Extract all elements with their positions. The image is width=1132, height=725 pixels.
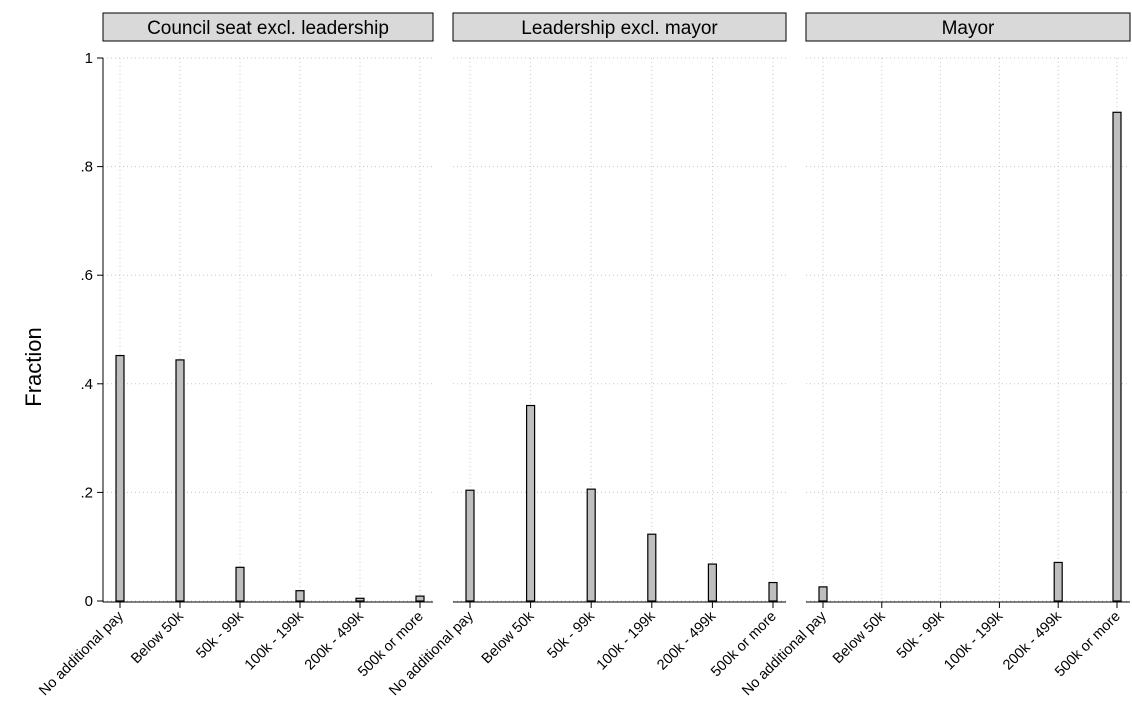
y-tick-label: .2 [80, 484, 93, 501]
bar [707, 563, 718, 602]
bar [465, 489, 475, 602]
bar [586, 488, 596, 602]
panel-title: Council seat excl. leadership [147, 18, 389, 39]
y-tick-label: .6 [80, 267, 93, 284]
bar [647, 533, 657, 602]
x-tick-label: Below 50k [128, 608, 187, 667]
bar [115, 354, 125, 602]
x-tick-label: Below 50k [830, 608, 889, 667]
panel-2: Leadership excl. mayor No additional pay B… [386, 12, 787, 699]
panel-header [452, 12, 787, 42]
x-tick-label: 50k - 99k [894, 608, 948, 662]
bar [295, 590, 305, 602]
x-tick-label: 50k - 99k [193, 608, 247, 662]
panel-title: Leadership excl. mayor [521, 18, 718, 39]
x-tick-label: Below 50k [479, 608, 538, 667]
y-axis-label: Fraction [21, 327, 46, 406]
bar [415, 595, 425, 602]
panel-header [805, 12, 1131, 42]
y-tick-label: 0 [85, 593, 93, 610]
x-tick-label: No additional pay [739, 608, 830, 699]
bar [525, 404, 536, 602]
bar [355, 597, 365, 602]
bar [1112, 111, 1122, 602]
y-tick-label: .8 [80, 159, 93, 176]
y-tick-label: .4 [80, 376, 93, 393]
panel-3: Mayor No additional pay Below 50k 50k - 99k… [739, 12, 1131, 699]
panel-title: Mayor [942, 18, 995, 39]
x-tick-label: 100k - 199k [594, 608, 659, 673]
x-tick-label: 100k - 199k [242, 608, 307, 673]
panel-1: Council seat excl. leadership 0 .2 .4 .6 .8 1 N… [36, 12, 434, 699]
bar [235, 566, 245, 602]
x-tick-label: 100k - 199k [941, 608, 1006, 673]
bar [818, 586, 828, 602]
x-tick-label: No additional pay [386, 608, 477, 699]
x-tick-label: 200k - 499k [1000, 608, 1065, 673]
plot-area: Council seat excl. leadership 0 .2 .4 .6 .8 1 N… [36, 12, 1131, 699]
bar [1053, 561, 1063, 602]
y-tick-label: 1 [85, 50, 93, 67]
x-tick-label: 200k - 499k [654, 608, 719, 673]
bar [175, 359, 185, 602]
x-tick-label: No additional pay [36, 608, 127, 699]
bar [768, 581, 778, 602]
x-tick-label: 200k - 499k [302, 608, 367, 673]
x-tick-label: 50k - 99k [545, 608, 599, 662]
panel-header [102, 12, 434, 42]
